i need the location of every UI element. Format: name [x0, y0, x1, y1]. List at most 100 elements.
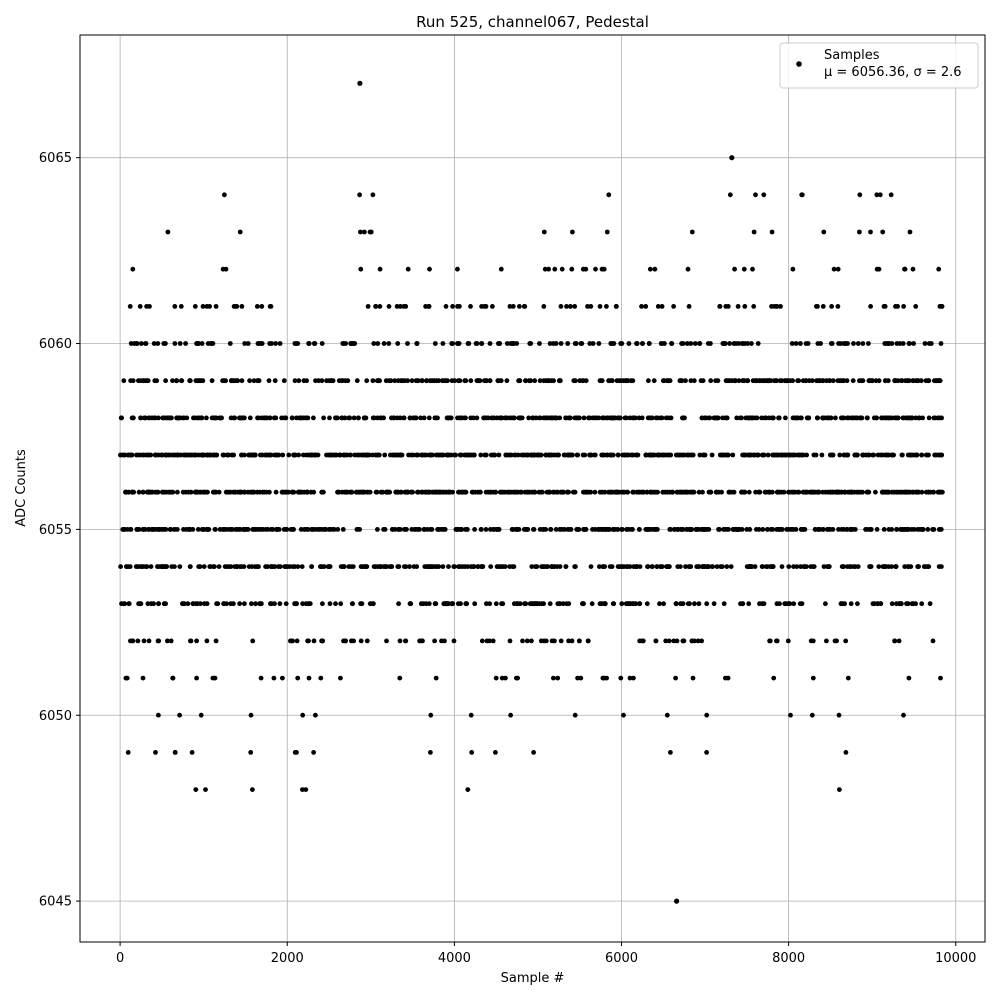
y-tick-label: 6050 — [39, 709, 72, 724]
sample-point — [504, 378, 510, 384]
sample-point — [765, 452, 771, 458]
sample-point — [277, 601, 283, 607]
sample-point — [468, 304, 473, 309]
sample-point — [724, 564, 730, 569]
sample-point — [930, 527, 936, 532]
sample-point — [837, 452, 843, 458]
sample-point — [312, 341, 318, 346]
x-tick-label: 6000 — [605, 951, 638, 966]
sample-point — [471, 452, 477, 458]
sample-point — [194, 638, 200, 644]
sample-point — [271, 675, 277, 681]
sample-point — [734, 415, 740, 421]
sample-point — [823, 601, 828, 607]
sample-point — [654, 564, 660, 569]
sample-point — [757, 378, 763, 384]
sample-point — [596, 527, 602, 532]
sample-point — [392, 378, 398, 384]
sample-point — [919, 489, 925, 495]
sample-point — [553, 341, 559, 346]
sample-point — [195, 415, 201, 421]
sample-point — [915, 564, 921, 569]
sample-point — [272, 601, 277, 607]
sample-point — [744, 527, 750, 532]
data-points — [118, 80, 945, 904]
legend-stats: μ = 6056.36, σ = 2.6 — [824, 65, 962, 80]
sample-point — [566, 638, 571, 644]
sample-point — [567, 452, 573, 458]
sample-point — [374, 489, 380, 495]
sample-point — [311, 489, 317, 495]
sample-point — [469, 750, 475, 755]
sample-point — [170, 378, 175, 384]
sample-point — [674, 489, 680, 495]
sample-point — [292, 750, 298, 755]
sample-point — [476, 378, 481, 384]
sample-point — [775, 489, 781, 495]
sample-point — [619, 489, 625, 495]
sample-point — [785, 638, 791, 644]
sample-point — [286, 489, 291, 495]
sample-point — [895, 378, 901, 384]
sample-point — [395, 378, 401, 384]
sample-point — [820, 415, 826, 421]
sample-point — [885, 378, 891, 384]
sample-point — [903, 378, 908, 384]
sample-point — [939, 452, 944, 458]
sample-point — [220, 378, 226, 384]
sample-point — [569, 266, 575, 272]
sample-point — [168, 527, 174, 532]
sample-point — [500, 489, 505, 495]
sample-point — [254, 304, 260, 309]
sample-point — [798, 341, 803, 346]
sample-point — [871, 415, 877, 421]
sample-point — [790, 452, 796, 458]
sample-point — [417, 527, 422, 532]
sample-point — [873, 489, 878, 495]
sample-point — [455, 527, 460, 532]
sample-point — [766, 415, 772, 421]
sample-point — [276, 452, 282, 458]
sample-point — [211, 452, 216, 458]
sample-point — [637, 601, 642, 607]
sample-point — [163, 378, 169, 384]
sample-point — [588, 304, 594, 309]
sample-point — [141, 452, 146, 458]
sample-point — [794, 564, 800, 569]
sample-point — [655, 304, 661, 309]
sample-point — [177, 712, 183, 718]
sample-point — [154, 378, 160, 384]
sample-point — [327, 452, 333, 458]
sample-point — [524, 489, 530, 495]
sample-point — [706, 489, 712, 495]
sample-point — [639, 304, 644, 309]
sample-point — [289, 638, 295, 644]
sample-point — [359, 601, 365, 607]
sample-point — [507, 304, 513, 309]
sample-point — [333, 415, 339, 421]
sample-point — [180, 489, 186, 495]
sample-point — [306, 601, 312, 607]
y-axis-label: ADC Counts — [14, 449, 29, 527]
sample-point — [843, 638, 849, 644]
sample-point — [644, 601, 650, 607]
sample-point — [231, 415, 237, 421]
sample-point — [532, 489, 537, 495]
sample-point — [814, 304, 819, 309]
sample-point — [246, 452, 252, 458]
sample-point — [885, 341, 891, 346]
sample-point — [608, 341, 614, 346]
sample-point — [440, 341, 446, 346]
sample-point — [256, 564, 261, 569]
sample-point — [195, 341, 201, 346]
sample-point — [193, 787, 199, 792]
sample-point — [894, 527, 899, 532]
sample-point — [192, 489, 198, 495]
sample-point — [156, 601, 162, 607]
y-tick-label: 6065 — [39, 151, 72, 166]
sample-point — [555, 601, 561, 607]
sample-point — [483, 378, 489, 384]
sample-point — [592, 452, 598, 458]
sample-point — [895, 304, 900, 309]
sample-point — [226, 452, 231, 458]
